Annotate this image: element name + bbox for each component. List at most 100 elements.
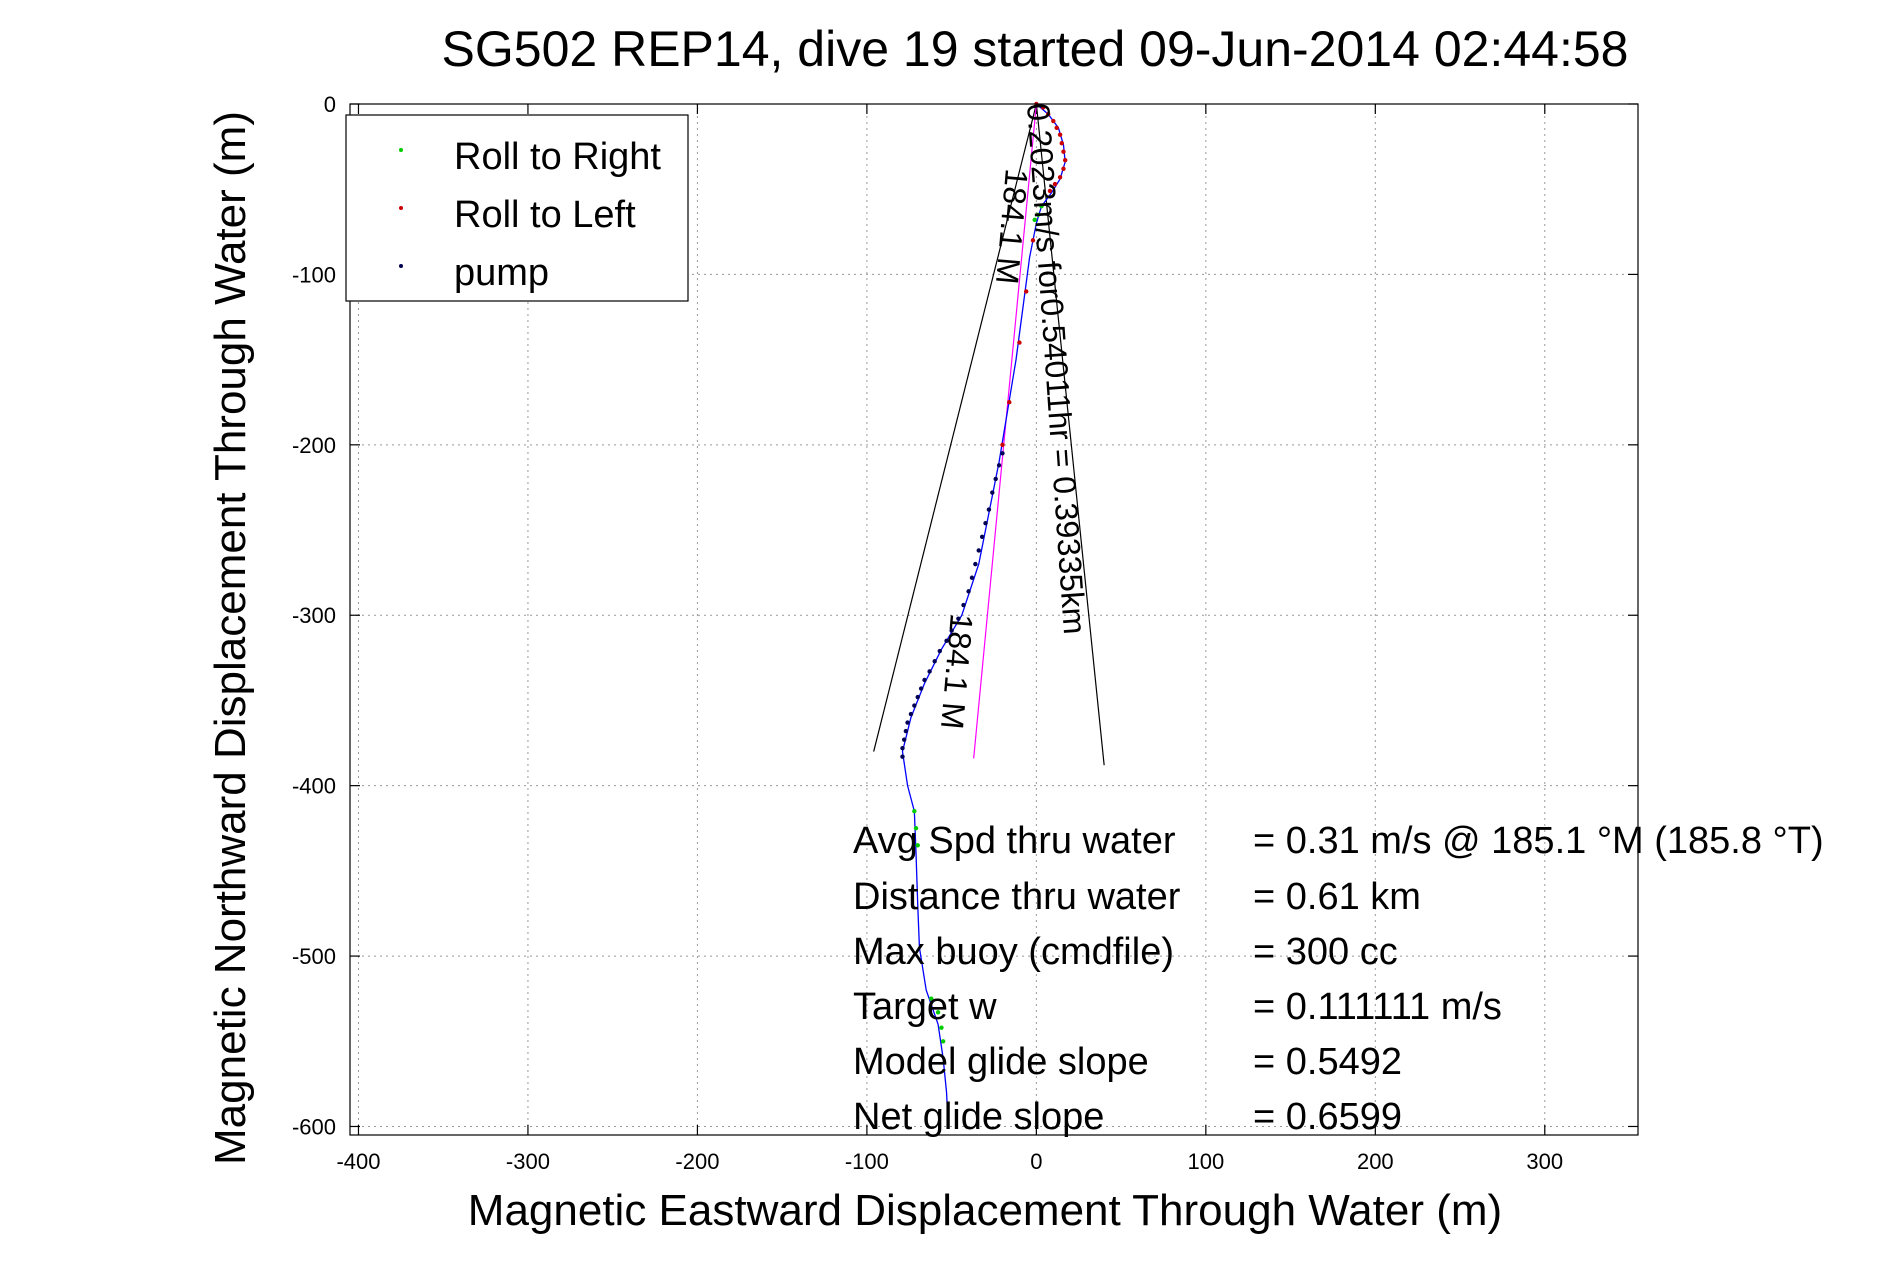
x-tick-label: -100 bbox=[845, 1149, 889, 1174]
roll-left-point bbox=[1062, 158, 1068, 163]
pump-point bbox=[956, 616, 961, 621]
stat-label-distance: Distance thru water bbox=[853, 876, 1181, 918]
stat-value-avg-speed: = 0.31 m/s @ 185.1 °M (185.8 °T) bbox=[1253, 820, 1824, 862]
pump-point bbox=[932, 659, 937, 664]
roll-left-point bbox=[1046, 112, 1051, 117]
roll-left-point bbox=[1040, 105, 1046, 110]
roll-right-point bbox=[1032, 217, 1037, 223]
roll-left-point bbox=[1057, 175, 1063, 180]
pump-point bbox=[979, 534, 985, 540]
x-tick-label: -300 bbox=[506, 1149, 550, 1174]
x-axis-label: Magnetic Eastward Displacement Through W… bbox=[468, 1186, 1502, 1235]
roll-left-point bbox=[1047, 188, 1053, 194]
x-tick-label: -200 bbox=[675, 1149, 719, 1174]
stat-value-net-glide: = 0.6599 bbox=[1253, 1096, 1402, 1138]
pump-point bbox=[949, 628, 954, 633]
cone-line bbox=[873, 103, 1037, 752]
pump-point bbox=[903, 728, 909, 734]
roll-right-point bbox=[929, 996, 934, 1001]
stat-label-model-glide: Model glide slope bbox=[853, 1041, 1149, 1083]
x-tick-label: -400 bbox=[336, 1149, 380, 1174]
pump-point bbox=[905, 720, 910, 725]
pump-point bbox=[927, 669, 932, 674]
roll-left-point bbox=[1017, 340, 1022, 345]
pump-point bbox=[915, 694, 920, 700]
y-axis-label: Magnetic Northward Displacement Through … bbox=[206, 111, 255, 1165]
roll-left-point bbox=[1059, 140, 1064, 146]
stat-label-avg-speed: Avg Spd thru water bbox=[853, 820, 1176, 862]
y-tick-label: 0 bbox=[324, 92, 336, 117]
stat-value-distance: = 0.61 km bbox=[1253, 876, 1421, 918]
roll-left-point bbox=[1000, 442, 1005, 448]
heading-line bbox=[973, 103, 1037, 759]
legend-marker-roll-right bbox=[399, 148, 403, 152]
pump-point bbox=[922, 677, 927, 683]
roll-left-point bbox=[1052, 181, 1058, 187]
roll-right-point bbox=[935, 1010, 941, 1015]
x-tick-label: 100 bbox=[1187, 1149, 1224, 1174]
pump-point bbox=[976, 548, 981, 553]
pump-point bbox=[901, 737, 907, 742]
pump-point bbox=[908, 711, 914, 717]
roll-right-point bbox=[913, 826, 919, 831]
x-tick-label: 200 bbox=[1357, 1149, 1394, 1174]
y-tick-label: -300 bbox=[292, 603, 336, 628]
pump-point bbox=[969, 575, 975, 580]
roll-left-point bbox=[1030, 238, 1036, 243]
series bbox=[873, 101, 1105, 1127]
roll-right-point bbox=[915, 843, 920, 848]
roll-right-point bbox=[912, 809, 917, 814]
roll-left-point bbox=[1057, 132, 1063, 137]
dive-stats: Avg Spd thru water = 0.31 m/s @ 185.1 °M… bbox=[853, 820, 1824, 1138]
y-tick-label: -600 bbox=[292, 1114, 336, 1139]
roll-right-point bbox=[939, 1025, 944, 1030]
y-tick-label: -100 bbox=[292, 262, 336, 287]
x-tick-label: 0 bbox=[1030, 1149, 1042, 1174]
legend: Roll to Right Roll to Left pump bbox=[345, 114, 689, 302]
roll-right-point bbox=[1035, 212, 1041, 217]
roll-left-point bbox=[1007, 400, 1012, 405]
pump-point bbox=[900, 745, 905, 751]
pump-point bbox=[900, 754, 905, 759]
stat-value-model-glide: = 0.5492 bbox=[1253, 1041, 1402, 1083]
pump-point bbox=[912, 703, 917, 708]
pump-point bbox=[966, 589, 971, 594]
roll-left-point bbox=[1023, 289, 1029, 294]
pump-point bbox=[993, 476, 998, 482]
roll-left-point bbox=[1061, 149, 1066, 154]
stat-value-max-buoy: = 300 cc bbox=[1253, 931, 1398, 973]
pump-point bbox=[1000, 451, 1005, 456]
plot-frame bbox=[349, 103, 1639, 1136]
stat-value-target-w: = 0.111111 m/s bbox=[1253, 986, 1502, 1028]
stat-label-target-w: Target w bbox=[853, 986, 997, 1028]
pump-point bbox=[961, 602, 966, 608]
legend-label-pump: pump bbox=[454, 252, 549, 294]
stat-label-net-glide: Net glide slope bbox=[853, 1096, 1104, 1138]
chart-title: SG502 REP14, dive 19 started 09-Jun-2014… bbox=[442, 21, 1629, 77]
roll-left-point bbox=[1054, 125, 1059, 131]
roll-right-point bbox=[1039, 204, 1044, 209]
pump-point bbox=[990, 490, 995, 495]
legend-marker-pump bbox=[399, 264, 403, 268]
y-tick-label: -200 bbox=[292, 433, 336, 458]
roll-left-point bbox=[1051, 118, 1056, 124]
roll-right-point bbox=[940, 1039, 946, 1044]
legend-marker-roll-left bbox=[399, 206, 403, 210]
cone-line bbox=[1035, 103, 1105, 766]
pump-point bbox=[918, 686, 924, 691]
y-tick-label: -400 bbox=[292, 774, 336, 799]
pump-point bbox=[983, 521, 988, 526]
axis-ticks: -400 -300 -200 -100 0 100 200 300 0 -100 -200 -300 -… bbox=[292, 92, 1638, 1174]
pump-point bbox=[986, 507, 992, 512]
legend-label-roll-left: Roll to Left bbox=[454, 194, 636, 236]
legend-label-roll-right: Roll to Right bbox=[454, 136, 661, 178]
pump-point bbox=[996, 463, 1002, 468]
stat-label-max-buoy: Max buoy (cmdfile) bbox=[853, 931, 1174, 973]
pump-point bbox=[973, 561, 978, 567]
pump-point bbox=[944, 638, 949, 644]
pump-point bbox=[937, 648, 942, 654]
y-tick-label: -500 bbox=[292, 944, 336, 969]
x-tick-label: 300 bbox=[1526, 1149, 1563, 1174]
roll-left-point bbox=[1061, 166, 1066, 171]
